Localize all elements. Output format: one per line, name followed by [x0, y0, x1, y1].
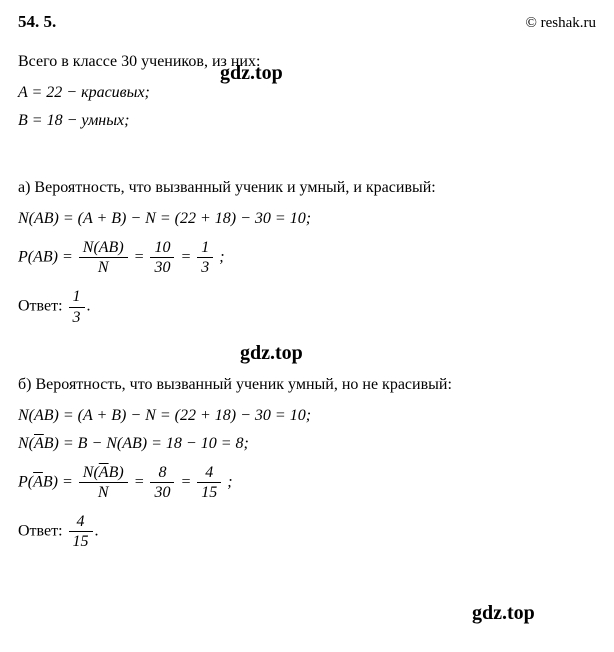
equals: = [180, 473, 191, 490]
numerator: 8 [150, 463, 174, 483]
part-b-label: б) Вероятность, что вызванный ученик умн… [18, 373, 596, 397]
text: N( [18, 435, 34, 452]
numerator: N(AB) [79, 238, 128, 258]
part-b-nab: N(AB) = (A + B) − N = (22 + 18) − 30 = 1… [18, 407, 596, 425]
intro-text: Всего в классе 30 учеников, из них: [18, 50, 596, 74]
header: 54. 5. © reshak.ru [18, 12, 596, 32]
fraction: 10 30 [150, 238, 174, 277]
answer-label: Ответ: [18, 298, 63, 315]
text: P( [18, 473, 33, 490]
equals: = [134, 473, 145, 490]
a-bar: A [99, 464, 109, 481]
numerator: 10 [150, 238, 174, 258]
denominator: 30 [150, 483, 174, 502]
part-a-answer: Ответ: 1 3 . [18, 287, 596, 326]
b-definition: B = 18 − умных; [18, 112, 596, 130]
period: . [95, 522, 99, 539]
fraction: 1 3 [69, 287, 85, 326]
equals: = [180, 248, 191, 265]
watermark: gdz.top [472, 602, 535, 625]
part-a-nab: N(AB) = (A + B) − N = (22 + 18) − 30 = 1… [18, 210, 596, 228]
numerator: 1 [69, 287, 85, 307]
denominator: 15 [197, 483, 221, 502]
part-a-prob: P(AB) = N(AB) N = 10 30 = 1 3 ; [18, 238, 596, 277]
fraction: 1 3 [197, 238, 213, 277]
period: . [87, 298, 91, 315]
numerator: 4 [197, 463, 221, 483]
semicolon: ; [219, 248, 224, 265]
denominator: 3 [197, 258, 213, 277]
copyright: © reshak.ru [525, 15, 596, 32]
denominator: N [79, 258, 128, 277]
part-a-label: а) Вероятность, что вызванный ученик и у… [18, 176, 596, 200]
a-bar: A [34, 435, 44, 452]
part-b-answer: Ответ: 4 15 . [18, 512, 596, 551]
text: B) = [43, 473, 73, 490]
numerator: 1 [197, 238, 213, 258]
text: B) = B − N(AB) = 18 − 10 = 8; [44, 435, 249, 452]
a-definition: A = 22 − красивых; [18, 84, 596, 102]
denominator: N [79, 483, 128, 502]
denominator: 30 [150, 258, 174, 277]
a-bar: A [33, 473, 43, 490]
problem-number: 54. 5. [18, 12, 56, 32]
text: B) [109, 464, 124, 481]
numerator: 4 [69, 512, 93, 532]
fraction: 4 15 [69, 512, 93, 551]
part-b-prob: P(AB) = N(AB) N = 8 30 = 4 15 ; [18, 463, 596, 502]
fraction: 8 30 [150, 463, 174, 502]
fraction: 4 15 [197, 463, 221, 502]
text: N( [83, 464, 99, 481]
denominator: 15 [69, 532, 93, 551]
numerator: N(AB) [79, 463, 128, 483]
fraction: N(AB) N [79, 463, 128, 502]
part-b-nabarb: N(AB) = B − N(AB) = 18 − 10 = 8; [18, 435, 596, 453]
answer-label: Ответ: [18, 522, 63, 539]
semicolon: ; [227, 473, 232, 490]
denominator: 3 [69, 308, 85, 327]
equals: = [134, 248, 145, 265]
p-label: P(AB) = [18, 248, 73, 265]
fraction: N(AB) N [79, 238, 128, 277]
